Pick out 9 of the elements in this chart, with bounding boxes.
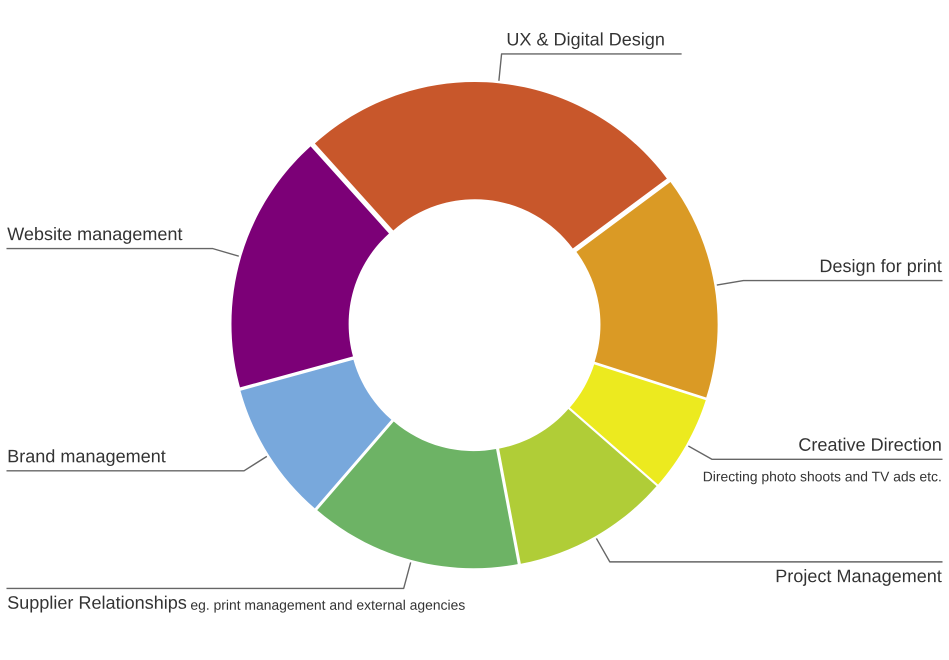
slice-label: Design for print (820, 258, 942, 276)
slice-label: Website management (7, 227, 182, 244)
text: Directing photo shoots and TV ads etc. (704, 471, 941, 484)
slice-label: Supplier Relationships (8, 596, 186, 612)
text: eg. print management and external agencies (190, 600, 465, 613)
slice-label: Creative Direction (799, 438, 941, 451)
slice-label: Project Management (776, 569, 942, 586)
slice-label: UX & Digital Design (508, 32, 664, 50)
slice-label: Brand management (8, 449, 166, 466)
